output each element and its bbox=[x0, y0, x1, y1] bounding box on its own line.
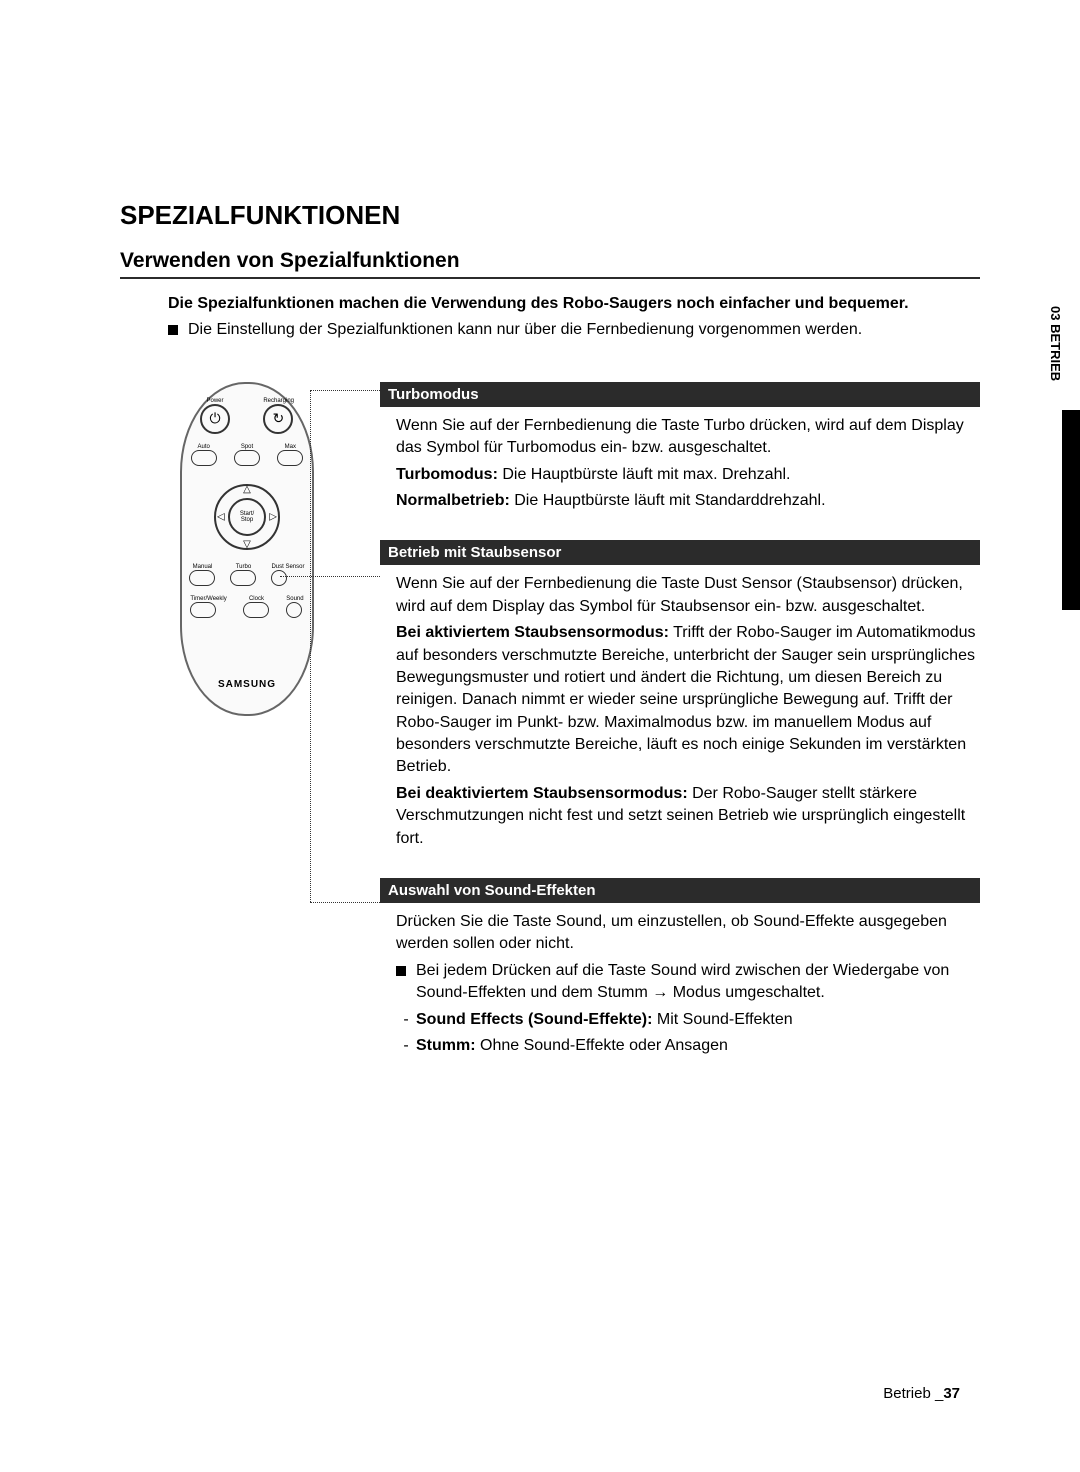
nav-up-icon: △ bbox=[243, 484, 251, 495]
page-footer: Betrieb _37 bbox=[883, 1385, 960, 1402]
remote-mode-max-label: Max bbox=[277, 444, 303, 450]
section-body-dust: Wenn Sie auf der Fernbedienung die Taste… bbox=[380, 573, 980, 850]
remote-timer-button bbox=[190, 602, 216, 618]
sound-dash-1: - Sound Effects (Sound-Effekte): Mit Sou… bbox=[396, 1009, 980, 1031]
turbo-p1: Wenn Sie auf der Fernbedienung die Taste… bbox=[396, 415, 980, 460]
dust-p3: Bei deaktiviertem Staubsensormodus: Der … bbox=[396, 783, 980, 850]
nav-down-icon: ▽ bbox=[243, 539, 251, 550]
page-content: SPEZIALFUNKTIONEN Verwenden von Spezialf… bbox=[0, 0, 1080, 1145]
remote-dustsensor-label: Dust Sensor bbox=[271, 564, 304, 570]
dash-icon: - bbox=[396, 1009, 416, 1031]
turbo-p3: Normalbetrieb: Die Hauptbürste läuft mit… bbox=[396, 490, 980, 512]
footer-page-number: 37 bbox=[943, 1385, 960, 1402]
section-header-dust: Betrieb mit Staubsensor bbox=[380, 540, 980, 565]
footer-section: Betrieb _ bbox=[883, 1385, 943, 1402]
dust-p2-text: Trifft der Robo-Sauger im Automatikmodus… bbox=[396, 624, 975, 775]
remote-power-label: Power bbox=[200, 398, 230, 404]
remote-mode-auto-label: Auto bbox=[191, 444, 217, 450]
remote-auto-button bbox=[191, 450, 217, 466]
sound-bullet-row: Bei jedem Drücken auf die Taste Sound wi… bbox=[396, 960, 980, 1005]
nav-right-icon: ▷ bbox=[269, 511, 277, 522]
remote-manual-button bbox=[189, 570, 215, 586]
square-bullet-icon bbox=[168, 325, 178, 335]
turbo-p2-label: Turbomodus: bbox=[396, 466, 498, 483]
nav-left-icon: ◁ bbox=[217, 511, 225, 522]
remote-max-button bbox=[277, 450, 303, 466]
power-icon: ⏻ bbox=[209, 410, 220, 427]
turbo-p3-label: Normalbetrieb: bbox=[396, 492, 510, 509]
remote-clock-button bbox=[243, 602, 269, 618]
dust-p1: Wenn Sie auf der Fernbedienung die Taste… bbox=[396, 573, 980, 618]
callout-line-turbo bbox=[310, 390, 380, 391]
recharge-icon: ↻ bbox=[272, 410, 284, 427]
remote-column: Power ⏻ Recharging ↻ Auto Spot Max Start… bbox=[120, 382, 380, 1086]
sound-dash-2: - Stumm: Ohne Sound-Effekte oder Ansagen bbox=[396, 1035, 980, 1057]
remote-turbo-label: Turbo bbox=[230, 564, 256, 570]
remote-recharge-label: Recharging bbox=[263, 398, 294, 404]
remote-turbo-button bbox=[230, 570, 256, 586]
turbo-p2-text: Die Hauptbürste läuft mit max. Drehzahl. bbox=[498, 466, 791, 483]
dust-p2-label: Bei aktiviertem Staubsensormodus: bbox=[396, 624, 669, 641]
remote-spot-button bbox=[234, 450, 260, 466]
remote-sound-label: Sound bbox=[286, 596, 303, 602]
remote-brand-logo: SAMSUNG bbox=[182, 679, 312, 690]
sections-column: Turbomodus Wenn Sie auf der Fernbedienun… bbox=[380, 382, 980, 1086]
section-header-sound: Auswahl von Sound-Effekten bbox=[380, 878, 980, 903]
sound-p1: Drücken Sie die Taste Sound, um einzuste… bbox=[396, 911, 980, 956]
content-row: Power ⏻ Recharging ↻ Auto Spot Max Start… bbox=[120, 382, 980, 1086]
turbo-p2: Turbomodus: Die Hauptbürste läuft mit ma… bbox=[396, 464, 980, 486]
dash-icon: - bbox=[396, 1035, 416, 1057]
remote-illustration: Power ⏻ Recharging ↻ Auto Spot Max Start… bbox=[180, 382, 314, 716]
sub-title: Verwenden von Spezialfunktionen bbox=[120, 249, 980, 273]
remote-dustsensor-button bbox=[271, 570, 287, 586]
sound-d1-label: Sound Effects (Sound-Effekte): bbox=[416, 1011, 652, 1028]
callout-line-dust bbox=[280, 576, 380, 577]
remote-start-stop-button: Start/ Stop bbox=[228, 498, 266, 536]
remote-clock-label: Clock bbox=[243, 596, 269, 602]
intro-bullet-text: Die Einstellung der Spezialfunktionen ka… bbox=[188, 319, 862, 341]
intro-bullet-row: Die Einstellung der Spezialfunktionen ka… bbox=[168, 319, 980, 341]
remote-manual-label: Manual bbox=[189, 564, 215, 570]
remote-mode-spot-label: Spot bbox=[234, 444, 260, 450]
square-bullet-icon bbox=[396, 966, 406, 976]
intro-bold: Die Spezialfunktionen machen die Verwend… bbox=[168, 293, 980, 315]
remote-power-button: ⏻ bbox=[200, 404, 230, 434]
sound-d2-label: Stumm: bbox=[416, 1037, 476, 1054]
callout-line-vertical bbox=[310, 390, 311, 902]
section-body-turbo: Wenn Sie auf der Fernbedienung die Taste… bbox=[380, 415, 980, 513]
main-title: SPEZIALFUNKTIONEN bbox=[120, 200, 980, 231]
title-underline bbox=[120, 277, 980, 279]
sound-d1-text: Mit Sound-Effekten bbox=[652, 1011, 792, 1028]
remote-recharge-button: ↻ bbox=[263, 404, 293, 434]
section-header-turbo: Turbomodus bbox=[380, 382, 980, 407]
turbo-p3-text: Die Hauptbürste läuft mit Standarddrehza… bbox=[510, 492, 826, 509]
remote-timer-label: Timer/Weekly bbox=[190, 596, 226, 602]
section-body-sound: Drücken Sie die Taste Sound, um einzuste… bbox=[380, 911, 980, 1057]
sound-bullet-text: Bei jedem Drücken auf die Taste Sound wi… bbox=[416, 960, 980, 1005]
callout-line-sound bbox=[310, 902, 380, 903]
remote-nav-pad: Start/ Stop △ ▽ ◁ ▷ bbox=[214, 484, 280, 550]
dust-p2: Bei aktiviertem Staubsensormodus: Trifft… bbox=[396, 622, 980, 779]
dust-p3-label: Bei deaktiviertem Staubsensormodus: bbox=[396, 785, 688, 802]
remote-sound-button bbox=[286, 602, 302, 618]
sound-d2-text: Ohne Sound-Effekte oder Ansagen bbox=[476, 1037, 728, 1054]
